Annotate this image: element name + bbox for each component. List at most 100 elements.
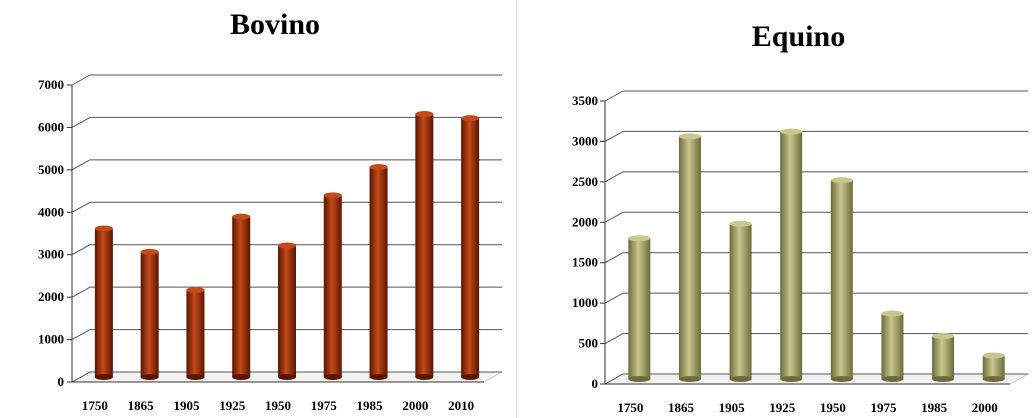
equino-xtick-label: 1750 [617,400,643,415]
equino-bar-body [982,355,1005,379]
equino-bar-base [982,376,1005,382]
equino-xtick-label: 1905 [719,400,746,415]
bovino-ytick-label: 7000 [38,77,64,92]
bovino-xtick-label: 2010 [448,398,474,413]
bovino-bar-base [415,374,434,380]
equino-xtick-label: 1925 [769,400,796,415]
bovino-bar-base [323,374,342,380]
bovino-bar [461,115,480,380]
bovino-bar-body [461,118,480,377]
bovino-chart-panel: Bovino 0 1000 2000 3000 4000 5000 6000 7000 1750… [0,0,510,418]
bovino-xtick-label: 2000 [402,398,428,413]
equino-bar-base [881,376,904,382]
bovino-bar-top [232,213,251,220]
bovino-bar-base [232,374,251,380]
equino-bar-top [881,310,904,317]
bovino-bar-top [186,287,205,294]
equino-bar-top [628,235,651,242]
equino-ytick-label: 2500 [572,174,598,189]
equino-grid-side [604,211,624,223]
bovino-ytick-label: 3000 [38,247,64,262]
bovino-bar-base [94,374,113,380]
bovino-bar [140,248,159,380]
bovino-bar-body [232,216,251,377]
equino-ytick-label: 1500 [572,255,598,270]
equino-ytick-label: 3000 [572,133,598,148]
equino-bar-base [932,376,955,382]
bovino-bar-base [140,374,159,380]
bovino-bar-body [415,113,434,377]
equino-bar-top [678,133,701,140]
bovino-xtick-label: 1985 [357,398,384,413]
bovino-bar-body [94,228,113,377]
bovino-bar-base [461,374,480,380]
equino-bar-body [678,136,701,379]
equino-ytick-label: 2000 [572,214,598,229]
bovino-bar [94,225,113,380]
bovino-chart-title: Bovino [229,8,321,41]
equino-chart: 0 500 1000 1500 2000 2500 3000 3500 1750 1865 1905… [572,90,1030,415]
bovino-grid-side [71,74,91,86]
bovino-bar [323,192,342,380]
equino-ytick-label: 0 [592,376,599,391]
bovino-ytick-label: 4000 [38,204,64,219]
equino-chart-panel: Equino 0 500 1000 1500 2000 2500 3000 3500 1750 1… [524,0,1033,418]
bovino-grid-side [71,371,91,383]
bovino-bar-body [323,195,342,377]
bovino-bar [186,287,205,380]
bovino-ytick-label: 5000 [38,162,64,177]
bovino-bar-top [323,192,342,199]
bovino-xtick-label: 1925 [219,398,246,413]
equino-ytick-label: 500 [579,336,599,351]
equino-bar [628,235,651,382]
bovino-bar-base [186,374,205,380]
equino-bar-body [780,131,803,379]
equino-bar-top [780,128,803,135]
bovino-bar-top [461,115,480,122]
equino-bar [932,333,955,382]
equino-grid-side [604,130,624,142]
bovino-bar-body [278,245,296,377]
equino-bar-body [628,238,651,379]
bovino-bar-top [278,242,296,249]
bovino-grid-side [71,116,91,128]
equino-bar-top [982,352,1005,359]
equino-bar [780,128,803,382]
bovino-xtick-label: 1865 [128,398,155,413]
bovino-bar-body [369,166,388,377]
equino-xtick-label: 1985 [921,400,948,415]
bovino-bar-body [186,290,205,377]
equino-ytick-label: 1000 [572,295,598,310]
equino-xtick-label: 1950 [820,400,846,415]
equino-bar-base [780,376,803,382]
bovino-bar [278,242,296,380]
equino-bar-body [881,313,904,379]
bovino-bar [369,163,388,380]
equino-bar-top [830,177,853,184]
equino-bar [881,310,904,382]
bovino-ytick-label: 6000 [38,119,64,134]
equino-grid-side [604,292,624,304]
bovino-xtick-label: 1905 [173,398,200,413]
bovino-grid-side [71,286,91,298]
equino-bar-base [830,376,853,382]
equino-bar-top [932,333,955,340]
bovino-grid-side [71,244,91,256]
equino-bar-body [830,180,853,379]
equino-bar-base [678,376,701,382]
bovino-ytick-label: 1000 [38,332,64,347]
bovino-ytick-label: 0 [58,374,65,389]
bovino-xtick-label: 1975 [311,398,338,413]
bovino-chart: 0 1000 2000 3000 4000 5000 6000 7000 1750 1865 190… [38,74,504,413]
bovino-grid-side [71,329,91,341]
equino-grid-side [604,333,624,345]
equino-bar-body [729,223,752,379]
equino-xtick-label: 1865 [668,400,695,415]
equino-bar [982,352,1005,382]
bovino-bar-top [94,225,113,232]
bovino-bar-top [140,248,159,255]
bovino-xtick-label: 1950 [265,398,291,413]
equino-bar-top [729,220,752,227]
equino-grid-side [604,171,624,183]
equino-floor [603,373,1030,385]
